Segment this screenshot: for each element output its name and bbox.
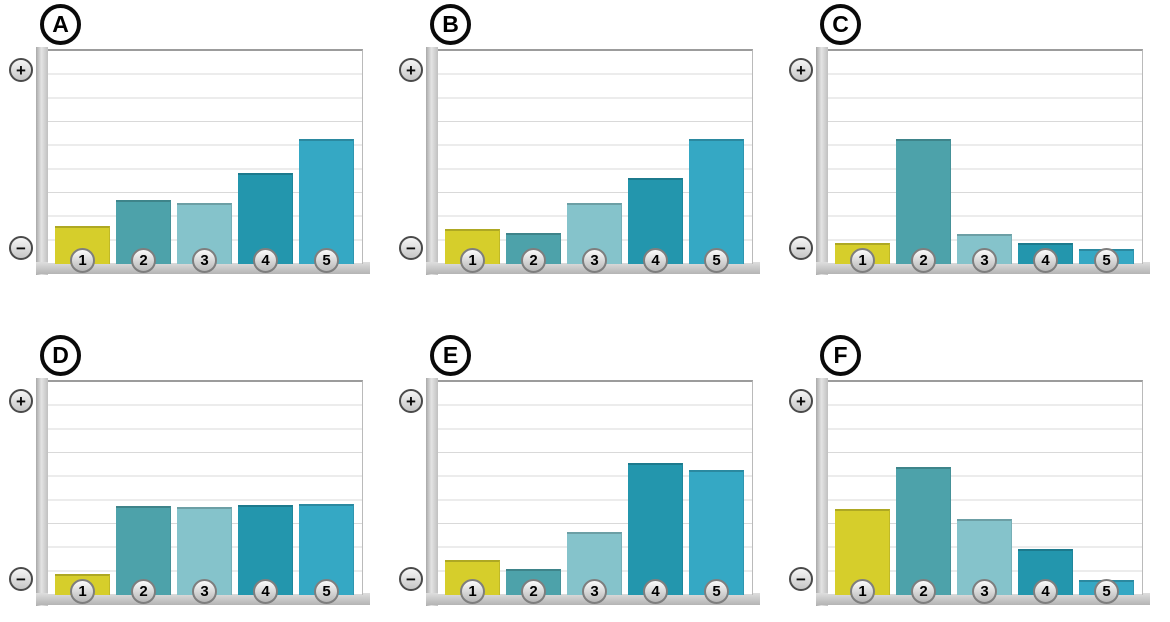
bar-number-badge: 4 bbox=[643, 579, 668, 604]
bar-number-badge: 3 bbox=[972, 248, 997, 273]
plus-icon: + bbox=[789, 58, 813, 82]
bar-number-badge: 3 bbox=[582, 248, 607, 273]
bar-number-badge: 5 bbox=[314, 248, 339, 273]
bar-number-badge: 1 bbox=[70, 248, 95, 273]
bar-C-2 bbox=[896, 138, 951, 264]
bar-number-badge: 1 bbox=[460, 579, 485, 604]
bar-F-2 bbox=[896, 467, 951, 595]
minus-icon: − bbox=[9, 236, 33, 260]
bar-number-badge: 5 bbox=[704, 579, 729, 604]
minus-icon: − bbox=[399, 567, 423, 591]
plus-icon: + bbox=[9, 389, 33, 413]
plus-icon: + bbox=[399, 58, 423, 82]
minus-icon: − bbox=[399, 236, 423, 260]
y-axis-bar bbox=[426, 378, 438, 606]
plot-area: 1 2 3 4 5 bbox=[48, 380, 363, 604]
bar-number-badge: 2 bbox=[911, 248, 936, 273]
bar-number-badge: 5 bbox=[314, 579, 339, 604]
panel-letter-badge: E bbox=[430, 335, 471, 376]
bar-E-2 bbox=[506, 569, 561, 595]
chart-panel-A: A + − 1 2 3 4 5 bbox=[0, 0, 390, 311]
chart-panel-D: D + − 1 2 3 4 5 bbox=[0, 311, 390, 622]
plus-icon: + bbox=[9, 58, 33, 82]
bar-number-badge: 2 bbox=[521, 579, 546, 604]
bar-B-5 bbox=[689, 138, 744, 264]
plus-icon: + bbox=[789, 389, 813, 413]
plus-icon: + bbox=[399, 389, 423, 413]
bar-number-badge: 4 bbox=[643, 248, 668, 273]
bar-number-badge: 3 bbox=[192, 248, 217, 273]
bar-number-badge: 1 bbox=[460, 248, 485, 273]
bar-number-badge: 5 bbox=[1094, 248, 1119, 273]
plot-area: 1 2 3 4 5 bbox=[828, 49, 1143, 273]
plot-area: 1 2 3 4 5 bbox=[438, 49, 753, 273]
panel-letter-badge: B bbox=[430, 4, 471, 45]
bar-number-badge: 4 bbox=[253, 248, 278, 273]
panel-letter-badge: A bbox=[40, 4, 81, 45]
bar-number-badge: 4 bbox=[1033, 579, 1058, 604]
y-axis-bar bbox=[36, 378, 48, 606]
chart-panel-F: F + − 1 2 3 4 5 bbox=[780, 311, 1170, 622]
bar-number-badge: 1 bbox=[70, 579, 95, 604]
bar-number-badge: 2 bbox=[911, 579, 936, 604]
bar-number-badge: 2 bbox=[131, 248, 156, 273]
bar-number-badge: 3 bbox=[582, 579, 607, 604]
bar-E-4 bbox=[628, 462, 683, 595]
minus-icon: − bbox=[9, 567, 33, 591]
y-axis-bar bbox=[36, 47, 48, 275]
y-axis-bar bbox=[426, 47, 438, 275]
panel-letter-badge: C bbox=[820, 4, 861, 45]
bar-number-badge: 2 bbox=[131, 579, 156, 604]
bar-number-badge: 1 bbox=[850, 579, 875, 604]
bar-number-badge: 4 bbox=[1033, 248, 1058, 273]
bar-number-badge: 3 bbox=[192, 579, 217, 604]
y-axis-bar bbox=[816, 47, 828, 275]
bar-number-badge: 5 bbox=[1094, 579, 1119, 604]
y-axis-bar bbox=[816, 378, 828, 606]
chart-panel-C: C + − 1 2 3 4 5 bbox=[780, 0, 1170, 311]
bar-A-5 bbox=[299, 138, 354, 264]
chart-panel-B: B + − 1 2 3 4 5 bbox=[390, 0, 780, 311]
chart-panel-E: E + − 1 2 3 4 5 bbox=[390, 311, 780, 622]
panel-letter-badge: D bbox=[40, 335, 81, 376]
bar-number-badge: 1 bbox=[850, 248, 875, 273]
panel-letter-badge: F bbox=[820, 335, 861, 376]
bar-number-badge: 3 bbox=[972, 579, 997, 604]
minus-icon: − bbox=[789, 567, 813, 591]
plot-area: 1 2 3 4 5 bbox=[438, 380, 753, 604]
bar-number-badge: 5 bbox=[704, 248, 729, 273]
plot-area: 1 2 3 4 5 bbox=[48, 49, 363, 273]
minus-icon: − bbox=[789, 236, 813, 260]
bar-number-badge: 4 bbox=[253, 579, 278, 604]
plot-area: 1 2 3 4 5 bbox=[828, 380, 1143, 604]
bar-number-badge: 2 bbox=[521, 248, 546, 273]
bar-E-5 bbox=[689, 469, 744, 595]
